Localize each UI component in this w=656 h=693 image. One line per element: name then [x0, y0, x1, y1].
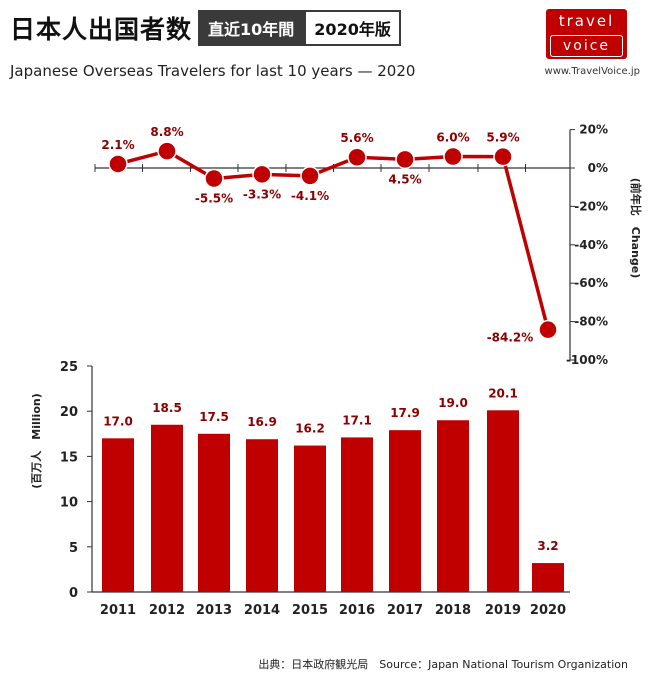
year-label: 2019: [485, 603, 521, 618]
travelers-y-tick-label: 15: [60, 450, 78, 465]
travelers-bar: [389, 430, 421, 592]
change-data-label: 8.8%: [150, 125, 183, 139]
change-data-label: 2.1%: [101, 138, 134, 152]
year-labels: 2011 2012 2013 2014 2015 2016 2017 2018 2019 2020: [100, 603, 566, 618]
year-label: 2017: [387, 603, 423, 618]
travelers-bar: [246, 439, 278, 592]
travelers-data-label: 19.0: [438, 396, 468, 410]
travelers-bar: [341, 437, 373, 592]
change-y-axis-label: (前年比 Change): [629, 178, 643, 279]
travelers-bar: [437, 420, 469, 592]
logo-line-voice: voice: [550, 35, 623, 57]
change-point: [443, 146, 463, 167]
change-point: [300, 166, 320, 186]
change-line-chart: 20% 0% -20% -40% -60% -80% -100% 2.1% 8.8% -5.5%…: [94, 123, 643, 367]
change-point: [395, 149, 415, 170]
travelers-y-ticks: 0 5 10 15 20 25: [60, 360, 92, 601]
change-point: [108, 154, 128, 174]
travelers-y-axis-label: (百万人 Million): [29, 393, 43, 488]
travelers-data-label: 17.1: [342, 413, 372, 427]
travelers-bar: [151, 424, 183, 592]
travelvoice-logo: travel voice: [546, 9, 627, 59]
change-data-label: 5.6%: [340, 131, 373, 145]
change-data-label: -84.2%: [487, 331, 534, 345]
logo-line-travel: travel: [558, 12, 615, 30]
travelers-data-label: 17.0: [103, 414, 133, 428]
change-point: [204, 168, 224, 189]
title-row: 日本人出国者数 直近10年間 2020年版: [10, 10, 401, 46]
change-y-tick-label: 0%: [588, 161, 608, 175]
year-label: 2018: [435, 603, 471, 618]
edition-tag: 2020年版: [304, 10, 401, 46]
change-y-ticks: 20% 0% -20% -40% -60% -80% -100%: [566, 123, 608, 367]
change-point: [493, 146, 513, 167]
change-y-tick-label: 20%: [579, 123, 608, 137]
travelers-data-label: 17.5: [199, 410, 229, 424]
travelers-data-label: 16.9: [247, 415, 277, 429]
change-y-tick-label: -20%: [574, 199, 608, 213]
travelers-y-tick-label: 25: [60, 360, 78, 375]
travelers-data-label: 20.1: [488, 386, 518, 400]
change-point: [157, 141, 177, 161]
change-data-label: 4.5%: [388, 172, 421, 186]
year-label: 2015: [292, 603, 328, 618]
year-label: 2020: [530, 603, 566, 618]
travelers-data-label: 16.2: [295, 422, 325, 436]
travelers-bar: [294, 445, 326, 592]
year-label: 2014: [244, 603, 280, 618]
change-point: [347, 147, 367, 167]
change-points: [108, 141, 558, 340]
year-label: 2012: [149, 603, 185, 618]
travelers-y-tick-label: 0: [69, 586, 78, 601]
change-y-tick-label: -80%: [574, 315, 608, 329]
period-tag: 直近10年間: [198, 10, 305, 46]
main-title: 日本人出国者数: [10, 15, 193, 44]
change-y-tick-label: -40%: [574, 238, 608, 252]
travelers-bar: [198, 433, 230, 592]
change-data-label: -5.5%: [195, 192, 233, 206]
travelers-bar: [532, 563, 564, 592]
travelers-bars: [102, 410, 564, 592]
source-note: 出典：日本政府観光局 Source：Japan National Tourism…: [258, 658, 628, 671]
year-label: 2011: [100, 603, 136, 618]
change-data-label: 5.9%: [486, 131, 519, 145]
change-point: [538, 319, 558, 340]
change-data-labels: 2.1% 8.8% -5.5% -3.3% -4.1% 5.6% 4.5% 6.0% 5.9% -…: [101, 125, 533, 345]
travelers-y-tick-label: 5: [69, 541, 78, 556]
travelers-data-labels: 17.0 18.5 17.5 16.9 16.2 17.1 17.9 19.0 20.1 3.2: [103, 386, 558, 553]
change-data-label: 6.0%: [436, 130, 469, 144]
travelers-data-label: 3.2: [537, 539, 558, 553]
travelers-data-label: 18.5: [152, 401, 182, 415]
change-series-line: [117, 149, 550, 331]
travelers-y-tick-label: 10: [60, 496, 78, 511]
change-y-tick-label: -60%: [574, 276, 608, 290]
subtitle: Japanese Overseas Travelers for last 10 …: [10, 62, 416, 80]
travelers-y-tick-label: 20: [60, 405, 78, 420]
travelers-bar: [487, 410, 519, 592]
travelers-bar: [102, 438, 134, 592]
change-data-label: -3.3%: [243, 187, 281, 201]
change-point: [252, 164, 272, 185]
change-data-label: -4.1%: [291, 189, 329, 203]
change-y-tick-label: -100%: [566, 353, 608, 367]
year-label: 2013: [196, 603, 232, 618]
year-label: 2016: [339, 603, 375, 618]
travelers-data-label: 17.9: [390, 406, 420, 420]
site-url: www.TravelVoice.jp: [544, 66, 640, 77]
